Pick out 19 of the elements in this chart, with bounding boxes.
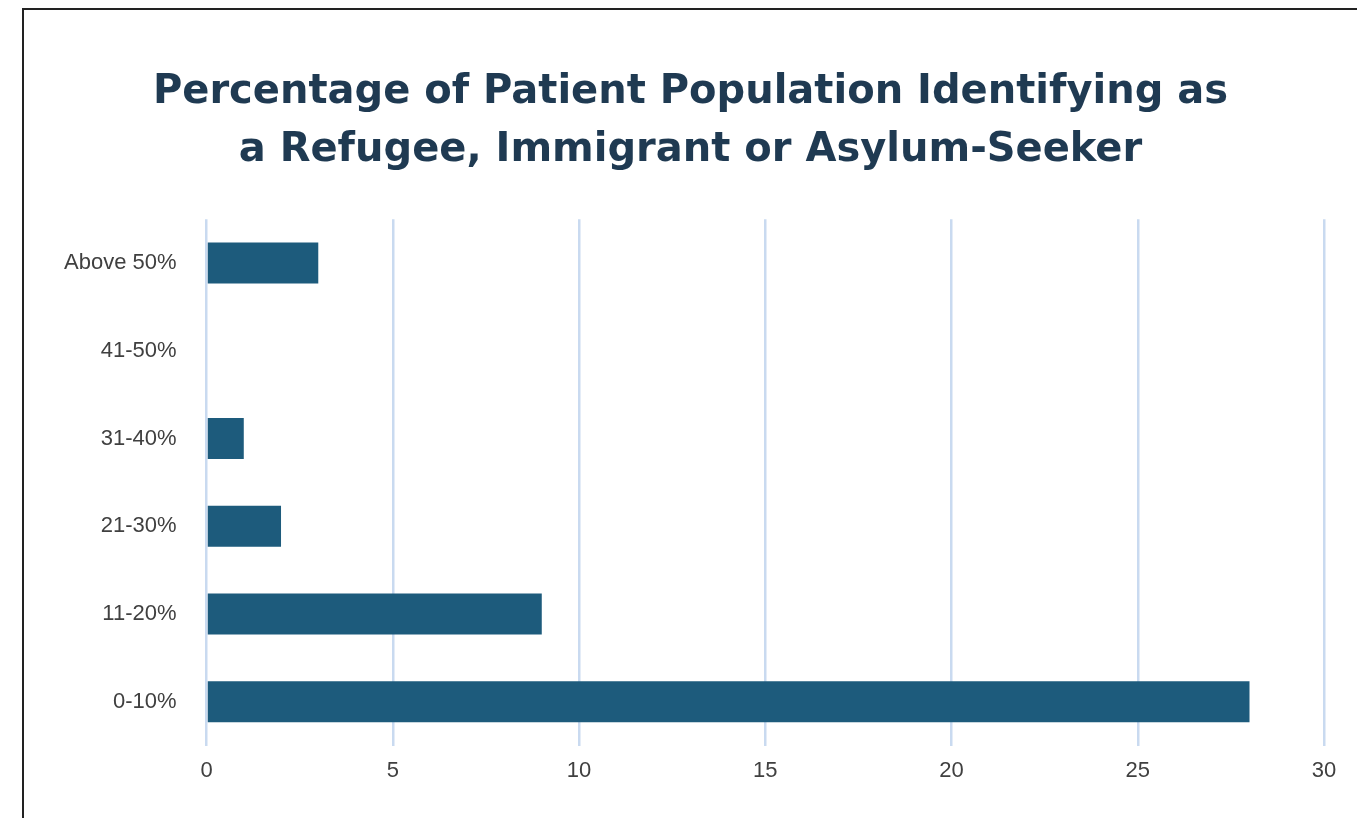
y-tick-label: 31-40% (100, 424, 177, 450)
y-tick-label: 0-10% (112, 687, 177, 713)
bar (207, 242, 319, 284)
x-tick-label: 0 (200, 756, 213, 782)
y-tick-label: Above 50% (63, 249, 177, 275)
y-tick-label: 21-30% (100, 512, 177, 538)
bar (207, 505, 282, 547)
x-tick-label: 20 (939, 756, 964, 782)
y-tick-label: 41-50% (100, 336, 177, 362)
bar (207, 418, 244, 460)
x-tick-label: 25 (1125, 756, 1150, 782)
bar (207, 681, 1250, 723)
chart-title: Percentage of Patient Population Identifying as a Refugee, Immigrant or Asylum-Seeker (151, 65, 1230, 172)
y-tick-label: 11-20% (102, 600, 177, 626)
x-tick-label: 5 (386, 756, 399, 782)
x-tick-label: 10 (566, 756, 592, 782)
bar (207, 593, 542, 635)
x-tick-label: 30 (1311, 756, 1337, 782)
x-tick-label: 15 (753, 756, 778, 782)
